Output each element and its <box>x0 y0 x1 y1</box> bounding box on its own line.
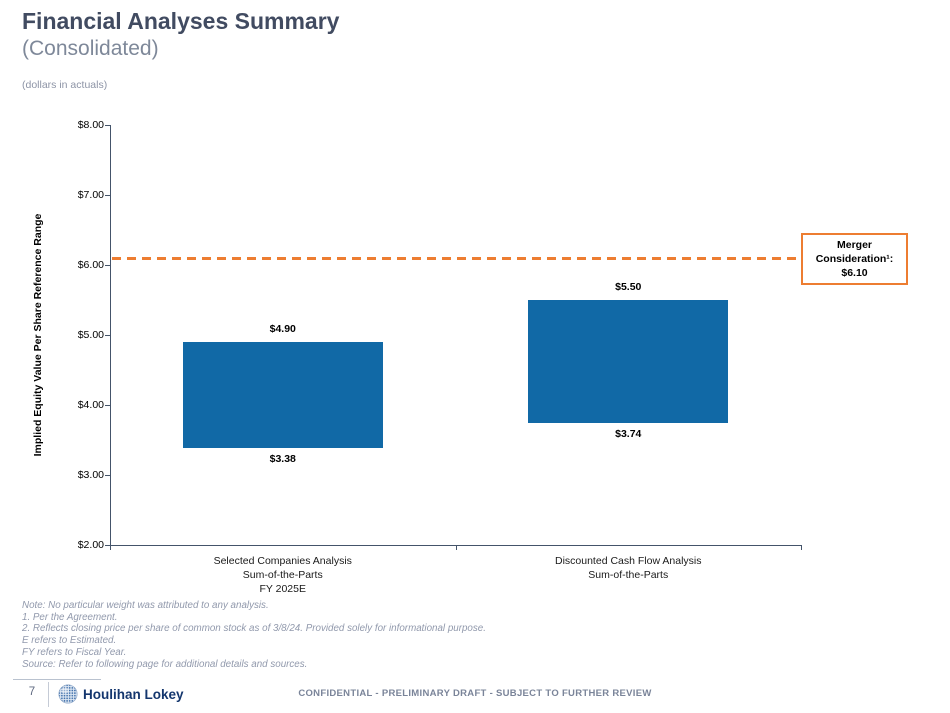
y-axis-tick <box>105 335 110 336</box>
x-axis-tick <box>801 545 802 550</box>
y-axis-tick <box>105 405 110 406</box>
y-axis-title: Implied Equity Value Per Share Reference… <box>32 213 44 457</box>
footer-rule <box>13 679 101 680</box>
page-subtitle: (Consolidated) <box>22 37 159 60</box>
x-axis-category-label: Selected Companies Analysis Sum-of-the-Pa… <box>213 555 352 595</box>
page-title: Financial Analyses Summary <box>22 8 340 34</box>
footnote-line: E refers to Estimated. <box>22 635 117 647</box>
logo-text: Houlihan Lokey <box>83 687 184 702</box>
page-number: 7 <box>28 686 36 698</box>
y-axis-tick <box>105 125 110 126</box>
x-axis-tick <box>110 545 111 550</box>
y-axis-tick <box>105 265 110 266</box>
merger-consideration-box: Merger Consideration¹: $6.10 <box>801 233 908 285</box>
y-axis-tick-label: $4.00 <box>77 398 104 411</box>
y-axis-tick <box>105 195 110 196</box>
units-note: (dollars in actuals) <box>22 79 108 91</box>
bar-low-label: $3.74 <box>615 428 642 441</box>
footnote-line: Note: No particular weight was attribute… <box>22 600 269 611</box>
y-axis-tick <box>105 545 110 546</box>
y-axis-tick-label: $6.00 <box>77 258 104 271</box>
footnote-line: FY refers to Fiscal Year. <box>22 646 127 658</box>
range-bar <box>182 342 383 449</box>
y-axis-tick-label: $2.00 <box>77 538 104 551</box>
confidential-notice: CONFIDENTIAL - PRELIMINARY DRAFT - SUBJE… <box>298 688 652 699</box>
footnote-line: 2. Reflects closing price per share of c… <box>22 623 486 635</box>
merger-consideration-line <box>112 257 797 260</box>
bar-high-label: $5.50 <box>615 281 642 293</box>
x-axis-tick <box>455 545 457 550</box>
y-axis-line <box>110 125 111 546</box>
footnotes: Note: No particular weight was attribute… <box>22 600 486 670</box>
footnote-line: Source: Refer to following page for addi… <box>22 658 308 670</box>
footnote-line: 1. Per the Agreement. <box>22 611 118 623</box>
y-axis-tick-label: $3.00 <box>77 468 104 481</box>
y-axis-tick-label: $5.00 <box>77 328 104 341</box>
bar-high-label: $4.90 <box>269 323 296 335</box>
bar-low-label: $3.38 <box>269 453 296 466</box>
footer-divider <box>48 682 49 707</box>
y-axis-tick-label: $8.00 <box>77 118 104 131</box>
globe-icon <box>58 684 78 704</box>
y-axis-tick <box>105 475 110 476</box>
y-axis-tick-label: $7.00 <box>77 188 104 201</box>
x-axis-category-label: Discounted Cash Flow Analysis Sum-of-the-… <box>555 555 702 581</box>
range-bar <box>528 300 729 424</box>
